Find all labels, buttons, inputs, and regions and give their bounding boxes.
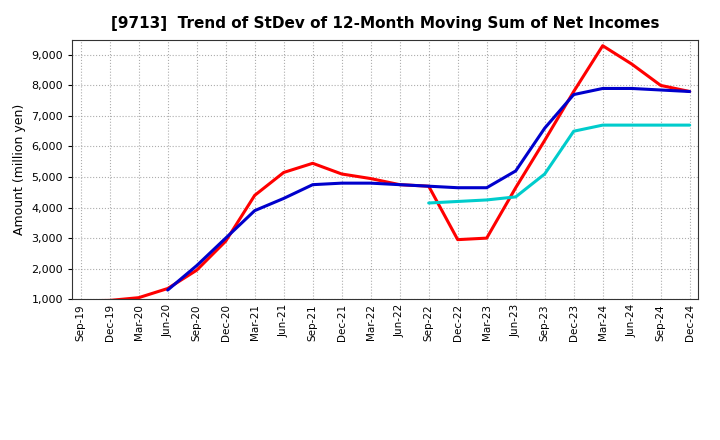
Line: 3 Years: 3 Years <box>81 46 690 301</box>
3 Years <box>657 83 665 88</box>
5 Years <box>511 168 520 173</box>
7 Years <box>598 122 607 128</box>
5 Years <box>279 196 288 201</box>
5 Years <box>598 86 607 91</box>
7 Years <box>511 194 520 199</box>
5 Years <box>251 208 259 213</box>
5 Years <box>395 182 404 187</box>
3 Years <box>511 185 520 191</box>
7 Years <box>627 122 636 128</box>
3 Years <box>570 89 578 94</box>
5 Years <box>308 182 317 187</box>
3 Years <box>424 183 433 189</box>
5 Years <box>454 185 462 191</box>
Title: [9713]  Trend of StDev of 12-Month Moving Sum of Net Incomes: [9713] Trend of StDev of 12-Month Moving… <box>111 16 660 32</box>
3 Years <box>338 171 346 176</box>
3 Years <box>627 62 636 67</box>
5 Years <box>424 183 433 189</box>
5 Years <box>685 89 694 94</box>
3 Years <box>482 235 491 241</box>
3 Years <box>308 161 317 166</box>
3 Years <box>366 176 375 181</box>
5 Years <box>657 88 665 93</box>
5 Years <box>366 180 375 186</box>
Line: 5 Years: 5 Years <box>168 88 690 290</box>
3 Years <box>685 89 694 94</box>
5 Years <box>482 185 491 191</box>
3 Years <box>598 43 607 48</box>
3 Years <box>395 182 404 187</box>
5 Years <box>163 287 172 293</box>
3 Years <box>76 298 85 303</box>
7 Years <box>482 197 491 202</box>
7 Years <box>570 128 578 134</box>
3 Years <box>135 295 143 301</box>
Y-axis label: Amount (million yen): Amount (million yen) <box>13 104 26 235</box>
3 Years <box>251 193 259 198</box>
7 Years <box>424 200 433 205</box>
Line: 7 Years: 7 Years <box>428 125 690 203</box>
5 Years <box>338 180 346 186</box>
5 Years <box>192 263 201 268</box>
5 Years <box>221 235 230 241</box>
5 Years <box>627 86 636 91</box>
3 Years <box>279 170 288 175</box>
3 Years <box>105 298 114 303</box>
3 Years <box>192 268 201 273</box>
7 Years <box>685 122 694 128</box>
3 Years <box>541 138 549 143</box>
3 Years <box>454 237 462 242</box>
7 Years <box>454 199 462 204</box>
3 Years <box>163 286 172 291</box>
3 Years <box>221 238 230 244</box>
7 Years <box>541 171 549 176</box>
7 Years <box>657 122 665 128</box>
5 Years <box>541 125 549 131</box>
5 Years <box>570 92 578 97</box>
